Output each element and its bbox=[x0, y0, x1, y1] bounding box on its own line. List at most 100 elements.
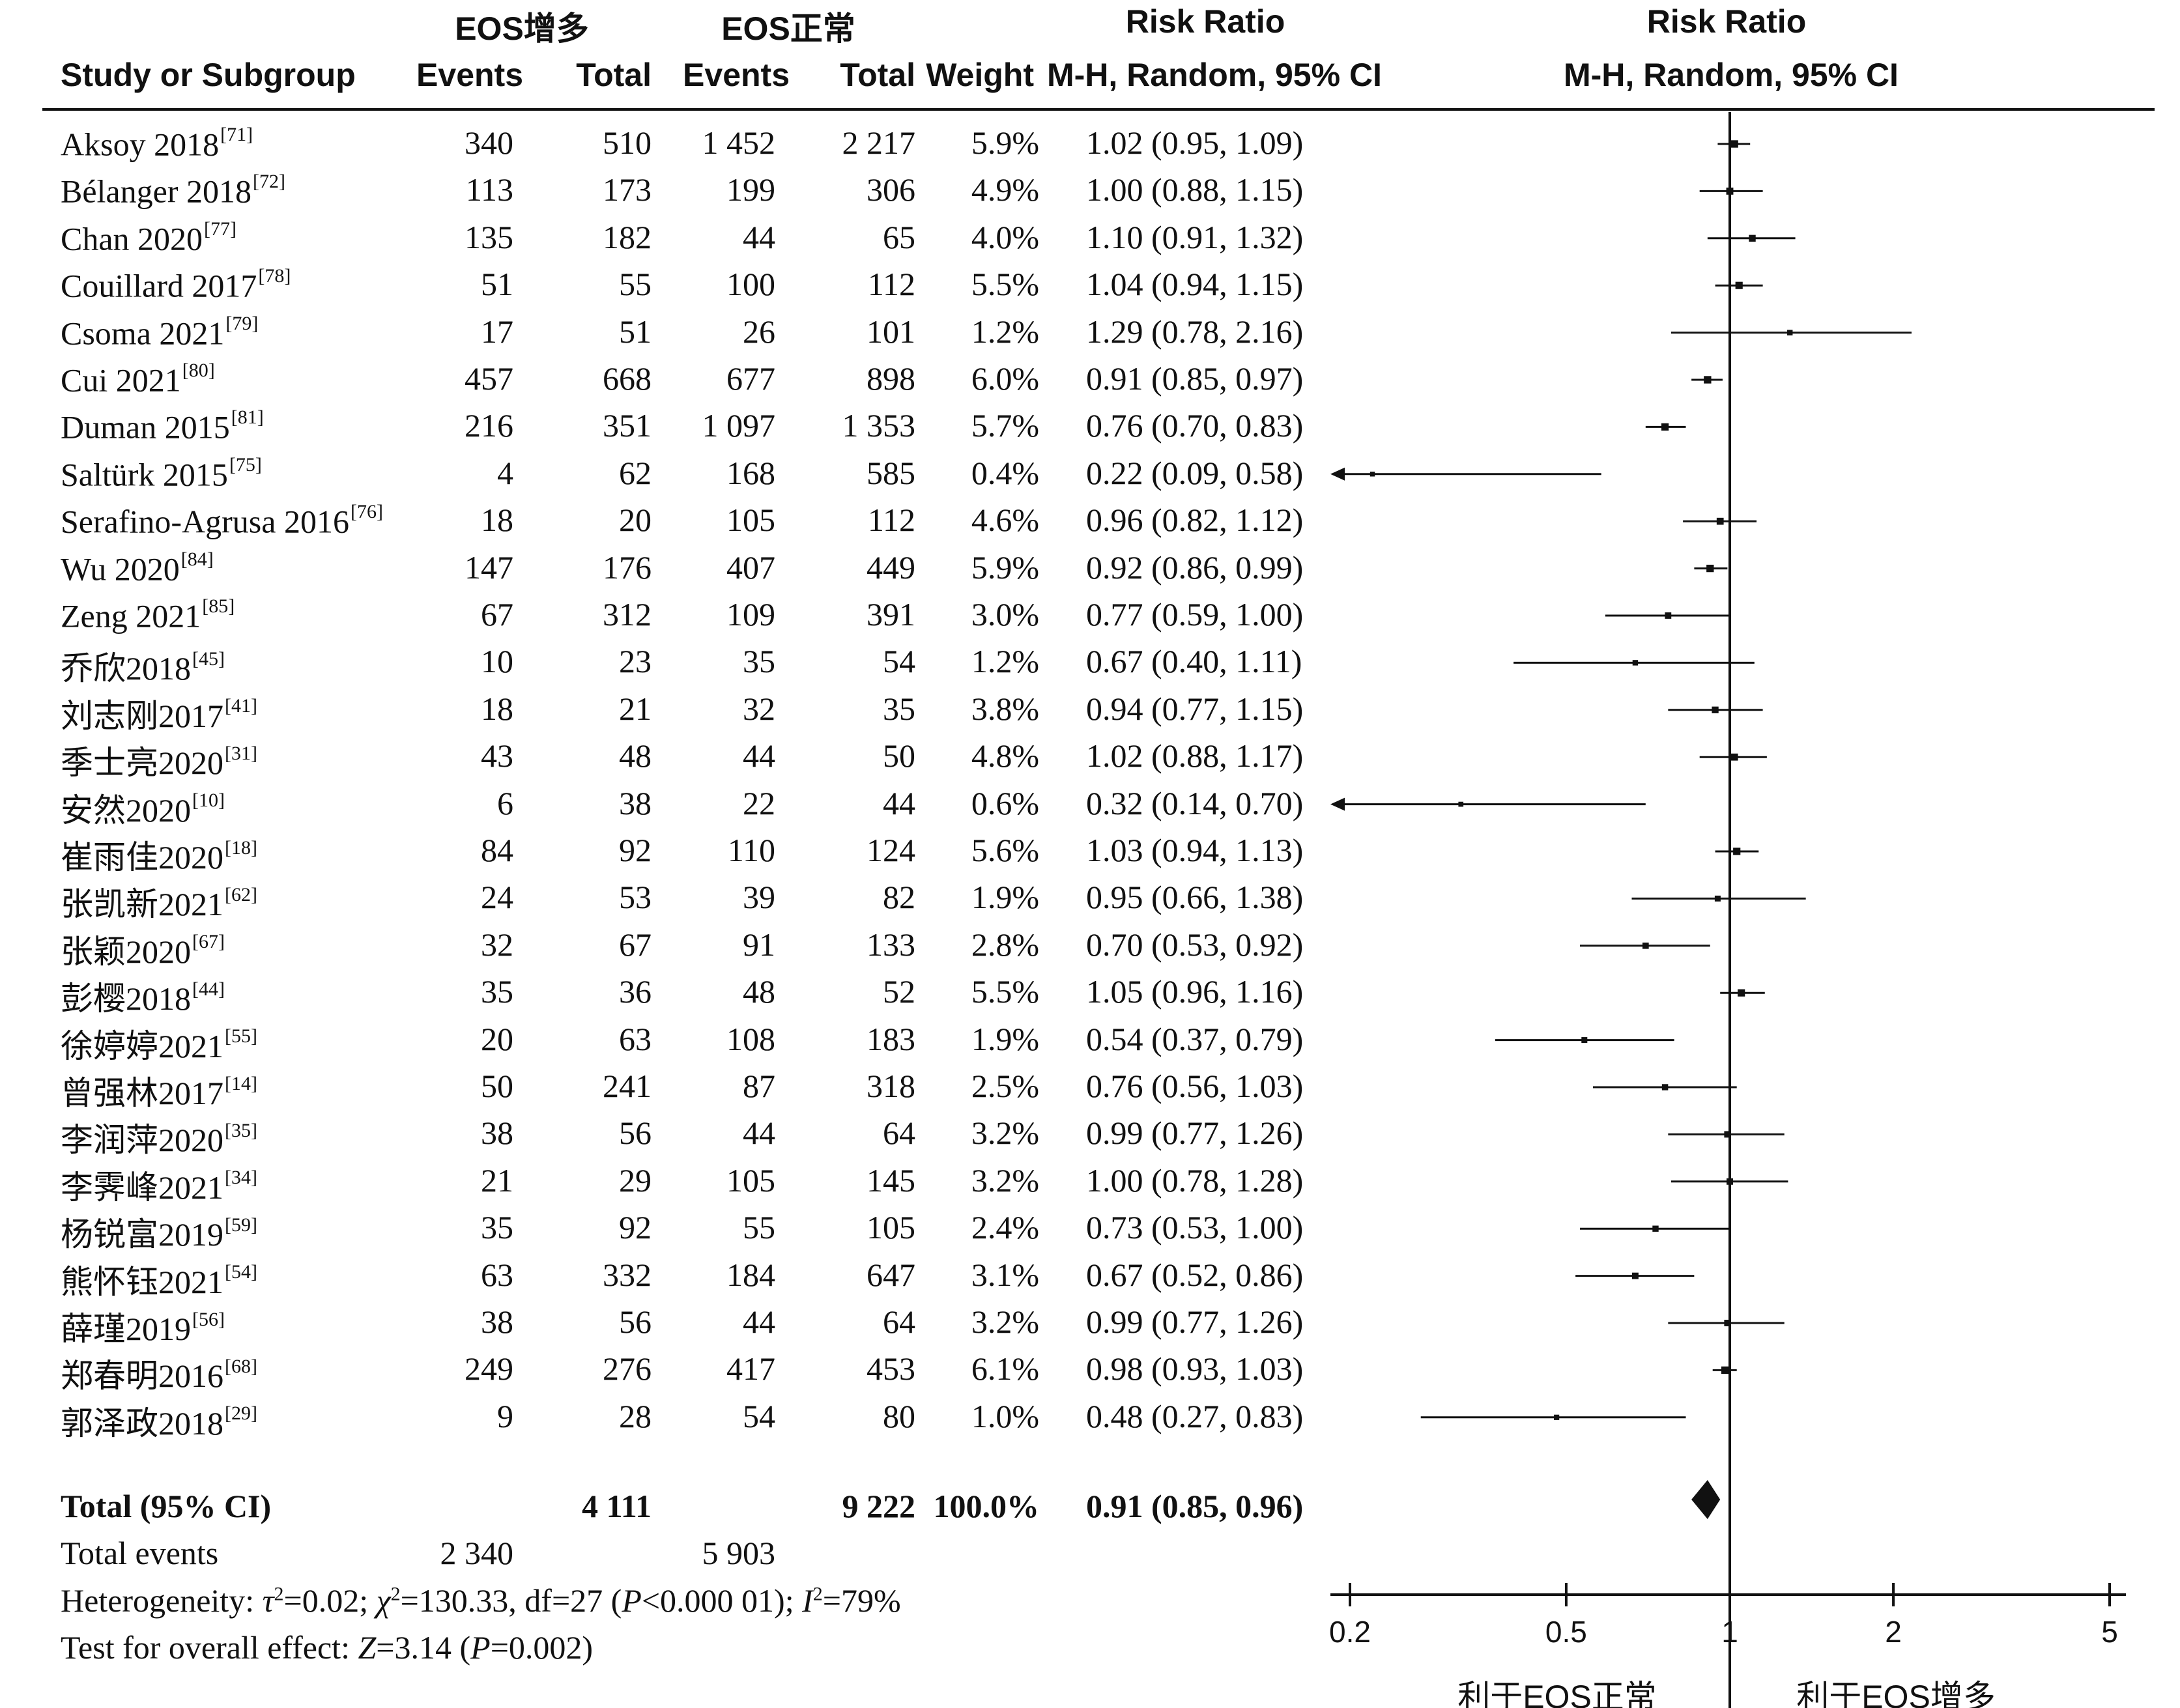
study-total2: 1 353 bbox=[842, 407, 916, 444]
point-estimate-square bbox=[1370, 472, 1375, 477]
study-total2: 64 bbox=[883, 1303, 915, 1340]
study-weight: 3.2% bbox=[971, 1161, 1039, 1199]
study-events1: 63 bbox=[481, 1256, 513, 1293]
study-name: Duman 2015[81] bbox=[61, 406, 264, 446]
study-events2: 32 bbox=[743, 690, 775, 727]
study-total1: 48 bbox=[619, 737, 652, 775]
study-total1: 55 bbox=[619, 266, 652, 303]
plot-method-header: M-H, Random, 95% CI bbox=[1564, 57, 1899, 93]
study-total1: 173 bbox=[603, 171, 652, 208]
study-events2: 55 bbox=[743, 1209, 775, 1246]
study-ci: 1.10 (0.91, 1.32) bbox=[1086, 218, 1304, 255]
study-name: Couillard 2017[78] bbox=[61, 265, 291, 304]
study-events1: 10 bbox=[481, 643, 513, 680]
study-column-header: Study or Subgroup bbox=[61, 57, 356, 93]
study-name: Serafino-Agrusa 2016[76] bbox=[61, 501, 383, 540]
study-events1: 32 bbox=[481, 926, 513, 963]
study-events1: 35 bbox=[481, 973, 513, 1010]
point-estimate-square bbox=[1735, 281, 1743, 289]
total2-column-header: Total bbox=[840, 57, 915, 93]
study-name: 曾强林2017[14] bbox=[61, 1072, 257, 1112]
point-estimate-square bbox=[1661, 1084, 1669, 1090]
study-events2: 87 bbox=[743, 1068, 775, 1104]
study-events2: 184 bbox=[726, 1256, 775, 1293]
study-events2: 407 bbox=[726, 548, 775, 586]
point-estimate-square bbox=[1730, 140, 1738, 148]
study-weight: 3.2% bbox=[971, 1303, 1039, 1340]
study-ci: 0.32 (0.14, 0.70) bbox=[1086, 784, 1304, 821]
study-events2: 108 bbox=[726, 1020, 775, 1057]
study-total1: 38 bbox=[619, 784, 652, 821]
study-total2: 101 bbox=[867, 313, 915, 350]
x-tick-label: 5 bbox=[2101, 1615, 2118, 1649]
total-weight: 100.0% bbox=[933, 1488, 1040, 1524]
group1-header: EOS增多 bbox=[455, 10, 589, 47]
study-total2: 133 bbox=[867, 926, 915, 963]
x-tick-label: 0.5 bbox=[1545, 1615, 1587, 1649]
study-weight: 3.0% bbox=[971, 596, 1039, 633]
study-weight: 4.9% bbox=[971, 171, 1039, 208]
study-name: Csoma 2021[79] bbox=[61, 312, 259, 352]
study-weight: 1.2% bbox=[971, 313, 1039, 350]
study-ci: 0.76 (0.70, 0.83) bbox=[1086, 407, 1304, 444]
study-events1: 43 bbox=[481, 737, 513, 775]
study-ci: 1.00 (0.88, 1.15) bbox=[1086, 171, 1304, 208]
study-total2: 64 bbox=[883, 1115, 915, 1152]
study-events1: 135 bbox=[465, 218, 513, 255]
total-events-label: Total events bbox=[61, 1535, 219, 1571]
point-estimate-square bbox=[1714, 895, 1721, 902]
point-estimate-square bbox=[1716, 517, 1724, 525]
study-total1: 312 bbox=[603, 596, 652, 633]
study-total1: 67 bbox=[619, 926, 652, 963]
study-total1: 56 bbox=[619, 1115, 652, 1152]
study-weight: 1.0% bbox=[971, 1397, 1039, 1434]
study-total1: 21 bbox=[619, 690, 652, 727]
total-t2: 9 222 bbox=[842, 1488, 916, 1524]
study-ci: 0.98 (0.93, 1.03) bbox=[1086, 1350, 1304, 1388]
study-total2: 35 bbox=[883, 690, 915, 727]
study-weight: 5.9% bbox=[971, 548, 1039, 586]
study-ci: 0.96 (0.82, 1.12) bbox=[1086, 502, 1304, 539]
study-ci: 0.54 (0.37, 0.79) bbox=[1086, 1020, 1304, 1057]
study-name: 张凯新2021[62] bbox=[61, 883, 257, 923]
study-total2: 145 bbox=[867, 1161, 915, 1199]
study-total2: 391 bbox=[867, 596, 915, 633]
study-weight: 5.9% bbox=[971, 124, 1039, 161]
study-ci: 0.67 (0.52, 0.86) bbox=[1086, 1256, 1304, 1293]
study-total2: 50 bbox=[883, 737, 915, 775]
study-name: 李润萍2020[35] bbox=[61, 1119, 257, 1159]
total1-column-header: Total bbox=[576, 57, 652, 93]
study-total1: 23 bbox=[619, 643, 652, 680]
study-ci: 0.22 (0.09, 0.58) bbox=[1086, 454, 1304, 491]
study-total1: 20 bbox=[619, 502, 652, 539]
study-ci: 0.76 (0.56, 1.03) bbox=[1086, 1068, 1304, 1104]
study-total2: 124 bbox=[867, 832, 915, 868]
study-events1: 50 bbox=[481, 1068, 513, 1104]
study-weight: 2.8% bbox=[971, 926, 1039, 963]
study-ci: 0.67 (0.40, 1.11) bbox=[1086, 643, 1302, 680]
study-total1: 668 bbox=[603, 360, 652, 397]
point-estimate-square bbox=[1631, 1272, 1639, 1279]
study-events1: 21 bbox=[481, 1161, 513, 1199]
events2-column-header: Events bbox=[683, 57, 790, 93]
study-name: 彭樱2018[44] bbox=[61, 978, 225, 1018]
study-name: 郭泽政2018[29] bbox=[61, 1402, 257, 1442]
study-total2: 44 bbox=[883, 784, 915, 821]
study-events2: 105 bbox=[726, 1161, 775, 1199]
total-ci: 0.91 (0.85, 0.96) bbox=[1086, 1488, 1304, 1524]
study-events2: 1 097 bbox=[702, 407, 776, 444]
study-name: 安然2020[10] bbox=[61, 790, 225, 829]
study-weight: 6.1% bbox=[971, 1350, 1039, 1388]
heterogeneity-text: Heterogeneity: τ2=0.02; χ2=130.33, df=27… bbox=[61, 1582, 901, 1619]
study-weight: 5.6% bbox=[971, 832, 1039, 868]
study-total1: 92 bbox=[619, 832, 652, 868]
study-weight: 3.1% bbox=[971, 1256, 1039, 1293]
study-weight: 5.7% bbox=[971, 407, 1039, 444]
study-name: 刘志刚2017[41] bbox=[61, 695, 257, 734]
study-total1: 28 bbox=[619, 1397, 652, 1434]
study-total1: 332 bbox=[603, 1256, 652, 1293]
study-total2: 318 bbox=[867, 1068, 915, 1104]
study-events2: 22 bbox=[743, 784, 775, 821]
point-estimate-square bbox=[1642, 942, 1649, 949]
